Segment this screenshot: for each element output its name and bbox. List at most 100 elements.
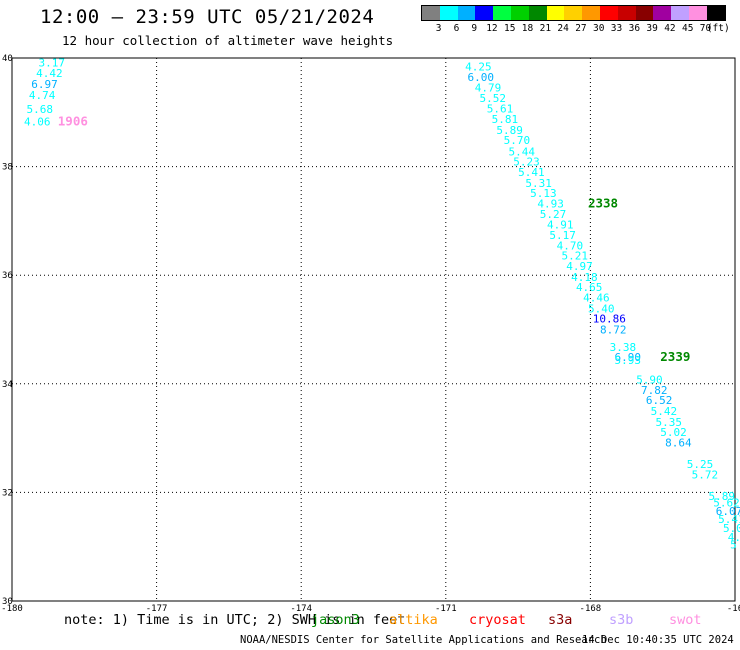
wave-height-label: 7.82 <box>641 384 668 397</box>
lat-tick-label: 38 <box>2 163 13 173</box>
wave-height-label: 5.41 <box>518 166 545 179</box>
wave-height-label: 5.52 <box>480 92 507 105</box>
lat-tick-label: 32 <box>2 488 13 498</box>
color-scale-label: 39 <box>646 23 658 34</box>
credit-line: NOAA/NESDIS Center for Satellite Applica… <box>240 634 607 646</box>
color-swatch <box>457 6 476 20</box>
lat-tick-label: 36 <box>2 271 13 281</box>
color-scale-label: 45 <box>682 23 694 34</box>
wave-height-label: 5.25 <box>687 458 714 471</box>
mission-swot: swot <box>669 612 702 628</box>
color-scale-label: 27 <box>575 23 587 34</box>
wave-height-label: 5.89 <box>708 490 735 503</box>
wave-height-label: 4.74 <box>29 89 56 102</box>
color-scale-label: (ft) <box>706 23 730 34</box>
wave-height-label: 5.90 <box>636 373 663 386</box>
color-scale-label: 70 <box>699 23 712 34</box>
wave-height-label: 4.79 <box>475 81 502 94</box>
wave-height-label: 5.35 <box>655 416 682 429</box>
wave-height-label: 4.91 <box>547 219 574 232</box>
wave-height-label: 5.62 <box>713 497 740 510</box>
color-scale-label: 33 <box>610 23 623 34</box>
color-swatch <box>528 6 547 20</box>
wave-height-label: 5.21 <box>561 250 588 263</box>
lon-tick-label: -174 <box>290 604 312 614</box>
color-scale-label: 18 <box>521 23 534 34</box>
color-swatch <box>653 6 672 20</box>
color-swatch <box>510 6 529 20</box>
wave-height-label: 4.93 <box>537 198 564 211</box>
mission-s3b: s3b <box>609 612 634 628</box>
wave-height-label: 4.97 <box>566 260 593 273</box>
page-subtitle: 12 hour collection of altimeter wave hei… <box>62 33 394 48</box>
wave-height-label: 4.18 <box>571 271 598 284</box>
mission-s3a: s3a <box>548 612 573 628</box>
lon-tick-label: -168 <box>580 604 602 614</box>
wave-height-label: 5.70 <box>504 134 531 147</box>
color-swatch <box>671 6 689 20</box>
wave-height-label: 5.42 <box>651 405 678 418</box>
color-scale-swatches <box>421 5 726 21</box>
wave-height-labels: 3.174.426.974.745.684.06 1906 4.256.004.79… <box>24 56 740 551</box>
graticule <box>12 58 735 601</box>
color-swatch <box>546 6 565 20</box>
color-swatch <box>475 6 494 20</box>
color-swatch <box>564 6 583 20</box>
mission-cryosat: cryosat <box>469 612 526 628</box>
footer-note: note: 1) Time is in UTC; 2) SWH is in fe… <box>64 612 406 628</box>
wave-height-label: 5.72 <box>692 468 719 481</box>
wave-height-label: 3.38 <box>610 341 637 354</box>
wave-height-label: 6.00 <box>467 71 494 84</box>
map-frame <box>11 57 736 602</box>
wave-height-label: 5.0 <box>723 522 740 535</box>
color-scale-label: 9 <box>471 23 478 34</box>
wave-height-label: 8.64 <box>665 436 692 449</box>
pass-time-label: 1906 <box>58 114 88 129</box>
wave-height-label: 4.06 <box>24 116 51 129</box>
color-scale-label: 21 <box>539 23 552 34</box>
color-scale-label: 30 <box>593 23 605 34</box>
wave-height-label: 6.90 <box>615 351 642 364</box>
pass-time-label: 2339 <box>660 349 690 364</box>
lon-tick-label: -171 <box>435 604 457 614</box>
wave-height-label: 5.61 <box>487 102 514 115</box>
color-swatch <box>439 6 458 20</box>
wave-height-label: 3.17 <box>39 56 65 69</box>
wave-height-label: 4. <box>728 531 740 544</box>
wave-height-label: 5.27 <box>540 208 567 221</box>
wave-height-label: 5.68 <box>26 103 53 116</box>
wave-height-label: 5.41 <box>718 513 740 526</box>
mission-altika: altika <box>389 612 438 628</box>
color-scale-label: 12 <box>486 23 498 34</box>
wave-height-label: 10.86 <box>593 313 626 326</box>
wave-height-label: 6.97 <box>31 78 57 91</box>
wave-height-label: 6.52 <box>646 394 673 407</box>
color-swatch <box>706 6 725 20</box>
wave-height-label: 5.89 <box>496 124 523 137</box>
mission-jason3: jason3 <box>311 612 360 628</box>
wave-height-label: 8.72 <box>600 324 627 337</box>
color-scale-label: 42 <box>664 23 676 34</box>
color-scale-label: 24 <box>557 23 569 34</box>
wave-height-label: 5.13 <box>530 187 557 200</box>
wave-height-label: 5.17 <box>549 229 576 242</box>
color-scale-label: 3 <box>435 23 442 34</box>
wave-height-label: 4.46 <box>583 291 610 304</box>
wave-height-label: 5.93 <box>615 354 642 367</box>
wave-height-label: 5.23 <box>513 156 540 169</box>
lon-tick-label: -177 <box>146 604 168 614</box>
color-swatch <box>422 6 440 20</box>
wave-height-label: 6.07 <box>716 505 740 518</box>
wave-height-label: 4.42 <box>36 67 63 80</box>
lon-tick-label: -16 <box>727 604 740 614</box>
wave-height-label: 4.25 <box>465 61 492 74</box>
color-scale-label: 6 <box>453 23 460 34</box>
color-scale-label: 15 <box>504 23 516 34</box>
lon-tick-label: -180 <box>1 604 23 614</box>
generated-timestamp: 14 Dec 10:40:35 UTC 2024 <box>582 634 734 646</box>
wave-height-label: 5.81 <box>492 113 518 126</box>
color-scale-legend: 3 6 9 12 15 18 21 24 27 30 33 36 39 42 45 70 (ft) <box>421 5 730 35</box>
lat-tick-label: 40 <box>2 54 13 64</box>
color-swatch <box>688 6 707 20</box>
